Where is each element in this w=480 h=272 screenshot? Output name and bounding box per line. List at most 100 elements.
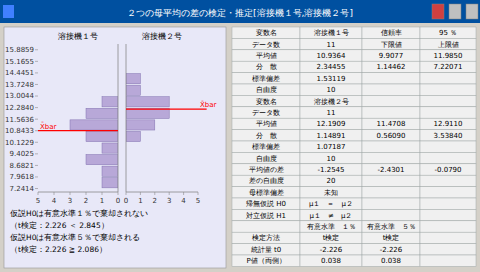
histogram: 溶接機１号0123457.24147.96188.68219.402510.12… xyxy=(5,32,120,205)
x-tick-label: 3 xyxy=(167,197,171,205)
window: ２つの母平均の差の検定・推定[溶接機１号,溶接機２号] 溶接機１号0123457.… xyxy=(0,0,480,272)
window-icon xyxy=(3,5,14,18)
histogram-bar xyxy=(126,97,169,107)
table-cell xyxy=(232,61,300,72)
table-text: 検定方法 xyxy=(252,234,280,242)
histogram-bar xyxy=(126,131,140,141)
table-cell xyxy=(362,107,420,118)
y-tick-label: 7.9618 xyxy=(10,173,35,181)
x-tick-label: 1 xyxy=(138,197,142,205)
table-text: 1.14462 xyxy=(377,63,406,71)
table-text: 標準偏差 xyxy=(252,143,280,151)
x-tick xyxy=(154,192,155,195)
table-text: -2.4301 xyxy=(377,166,404,174)
table-text: 11.4708 xyxy=(377,120,406,128)
x-tick xyxy=(38,192,39,195)
y-tick xyxy=(35,130,38,131)
table-cell xyxy=(362,130,420,141)
y-tick xyxy=(35,61,38,62)
table-cell xyxy=(232,50,300,61)
title: ２つの母平均の差の検定・推定[溶接機１号,溶接機２号] xyxy=(127,8,353,18)
note: 仮説H0は有意水準１％で棄却されない xyxy=(10,209,148,218)
histogram-bar xyxy=(102,178,118,188)
table-cell xyxy=(362,73,420,84)
table-text: -1.2545 xyxy=(317,166,344,174)
table-text: 帰無仮説 H0 xyxy=(246,200,286,208)
y-axis-line xyxy=(118,44,119,192)
table-cell xyxy=(232,107,300,118)
y-tick xyxy=(35,84,38,85)
table-text: 対立仮説 H1 xyxy=(246,212,286,220)
table-cell xyxy=(362,84,420,95)
x-axis-line xyxy=(38,192,118,193)
table-text: 信頼率 xyxy=(381,29,402,37)
mean-label: X̄bar xyxy=(200,100,217,109)
histogram-bar xyxy=(102,97,118,107)
x-tick-label: 5 xyxy=(196,197,200,205)
table-text: 分 散 xyxy=(256,63,277,71)
table-text: 1.14891 xyxy=(317,132,346,140)
table-cell xyxy=(420,95,476,106)
table-text: -0.0790 xyxy=(434,166,461,174)
note: （t検定：2.226 ＜ 2.845） xyxy=(10,221,109,230)
table-text: 12.9110 xyxy=(434,120,463,128)
table-cell xyxy=(362,118,420,129)
y-tick xyxy=(35,107,38,108)
table-cell xyxy=(362,198,420,209)
table-text: 平均値 xyxy=(256,52,277,60)
histogram: 溶接機２号012345X̄bar xyxy=(124,32,217,205)
x-tick-label: 0 xyxy=(124,197,128,205)
table-text: t検定 xyxy=(383,234,400,242)
table-cell xyxy=(362,244,420,255)
table-cell xyxy=(300,255,362,266)
table-cell xyxy=(300,130,362,141)
y-tick xyxy=(35,96,38,97)
y-tick-label: 15.1655 xyxy=(5,58,34,66)
table-cell xyxy=(362,61,420,72)
table-cell xyxy=(300,27,362,38)
y-tick-label: 10.1229 xyxy=(5,139,34,147)
table-cell xyxy=(232,141,300,152)
table-text: μ１ ＝ μ２ xyxy=(309,200,353,208)
table-cell xyxy=(232,244,300,255)
table-text: 9.9077 xyxy=(379,52,404,60)
table-cell xyxy=(232,27,300,38)
y-axis-line xyxy=(126,44,127,192)
table-text: 下限値 xyxy=(381,41,402,49)
table-cell xyxy=(362,232,420,243)
x-tick xyxy=(183,192,184,195)
table-cell xyxy=(362,141,420,152)
table-cell xyxy=(362,50,420,61)
table-cell xyxy=(300,141,362,152)
table-cell xyxy=(232,152,300,163)
table-text: 平均値の差 xyxy=(249,166,284,174)
table-cell xyxy=(300,118,362,129)
table-text: 標準偏差 xyxy=(252,75,280,83)
y-tick-label: 14.4451 xyxy=(5,69,34,77)
x-axis-line xyxy=(126,192,198,193)
table-cell xyxy=(232,130,300,141)
table-cell xyxy=(300,38,362,49)
table-cell xyxy=(232,221,300,232)
table-cell xyxy=(362,175,420,186)
y-tick xyxy=(35,119,38,120)
y-tick xyxy=(35,72,38,73)
table-cell xyxy=(300,232,362,243)
table-cell xyxy=(232,175,300,186)
histogram-bar xyxy=(126,108,169,118)
y-tick-label: 13.0044 xyxy=(5,92,34,100)
table-cell xyxy=(362,152,420,163)
table-text: 未知 xyxy=(324,189,338,197)
y-tick xyxy=(35,176,38,177)
table-cell xyxy=(420,198,476,209)
table-text: 10 xyxy=(327,155,336,163)
table-cell xyxy=(300,50,362,61)
table-text: 分 散 xyxy=(256,132,277,140)
x-tick xyxy=(118,192,119,195)
table-text: データ数 xyxy=(252,41,280,49)
table-cell xyxy=(300,73,362,84)
window-button xyxy=(449,4,461,19)
table-text: 変数名 xyxy=(256,98,277,106)
table-cell xyxy=(420,107,476,118)
y-tick xyxy=(35,142,38,143)
